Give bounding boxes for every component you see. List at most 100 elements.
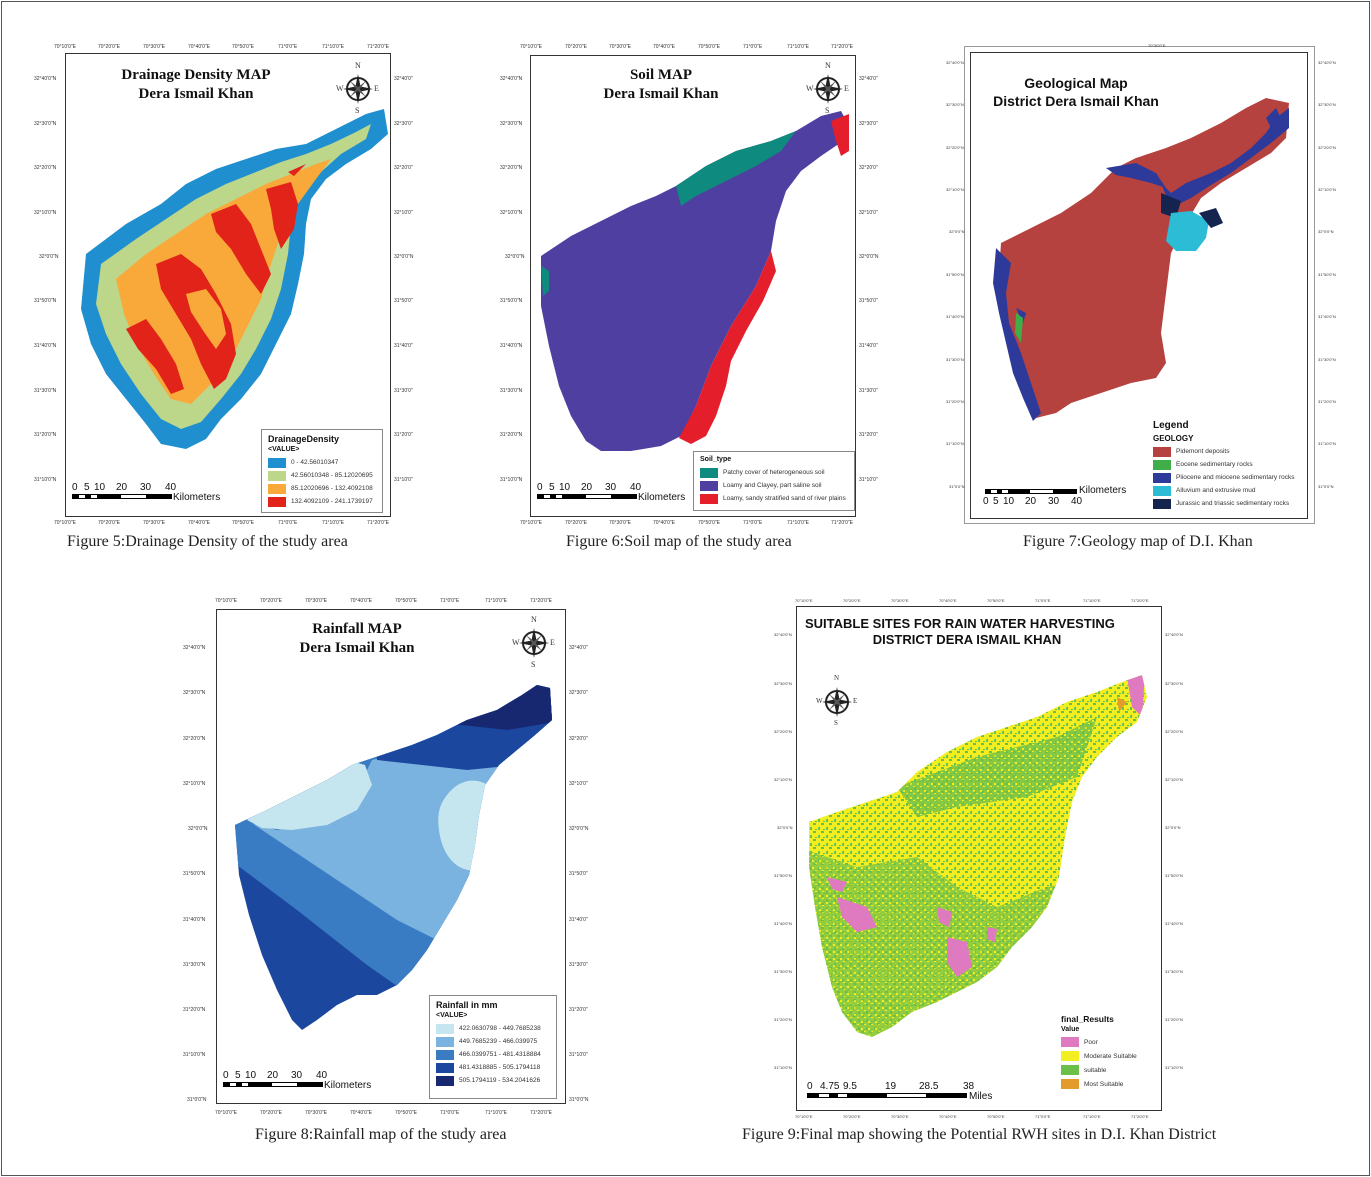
legend-item: Eocene sedimentary rocks [1153, 458, 1305, 471]
lat-tick: 32°40'0"N [946, 60, 964, 65]
scale-label: 10 [559, 482, 571, 493]
lat-tick: 32°40'0" [394, 76, 413, 82]
lat-tick: 32°0'0"N [505, 254, 525, 260]
map-title-line2: Dera Ismail Khan [299, 639, 415, 656]
lat-tick: 32°20'0" [859, 165, 878, 171]
scale-label: 20 [116, 482, 128, 493]
legend-swatch [268, 457, 286, 468]
lon-tick: 71°20'0"E [367, 44, 389, 50]
legend-swatch [1061, 1051, 1079, 1061]
map-legend: final_Results Value Poor Moderate Suitab… [1057, 1012, 1161, 1108]
scale-unit: Kilometers [324, 1080, 372, 1091]
legend-swatch [268, 483, 286, 494]
legend-title: Soil_type [700, 456, 732, 463]
scale-label: 0 [983, 496, 989, 507]
lat-tick: 32°20'0"N [774, 729, 792, 734]
compass-e: E [550, 638, 555, 647]
map-title: Rainfall MAP Dera Ismail Khan [277, 620, 437, 658]
scale-label: 40 [1071, 496, 1083, 507]
legend-swatch [268, 496, 286, 507]
lat-tick: 31°50'0" [394, 298, 413, 304]
lon-tick: 70°40'0"E [350, 1110, 372, 1116]
compass-n: N [834, 674, 840, 682]
lon-tick: 70°30'0"E [143, 520, 165, 526]
scale-label: 10 [1003, 496, 1015, 507]
lon-tick: 71°0'0"E [1035, 598, 1051, 603]
lat-tick: 32°10'0"N [946, 187, 964, 192]
lat-tick: 31°20'0"N [500, 432, 523, 438]
legend-item: 132.4092109 - 241.1739197 [268, 495, 376, 508]
lat-tick: 32°40'0"N [183, 645, 206, 651]
lat-tick: 32°40'0" [569, 645, 588, 651]
lat-tick: 31°30'0" [569, 962, 588, 968]
lon-tick: 70°50'0"E [698, 44, 720, 50]
legend-item: 505.1794119 - 534.2041626 [436, 1074, 550, 1087]
lon-tick: 70°10'0"E [215, 1110, 237, 1116]
lon-tick: 71°0'0"E [440, 1110, 460, 1116]
lon-tick: 71°10'0"E [485, 598, 507, 604]
lat-tick: 32°10'0" [859, 210, 878, 216]
legend-title: final_Results [1061, 1014, 1114, 1024]
map-frame: SUITABLE SITES FOR RAIN WATER HARVESTING… [796, 606, 1162, 1111]
map-title-line2: Dera Ismail Khan [603, 85, 719, 102]
legend-swatch [436, 1062, 454, 1073]
lat-tick: 31°10'0"N [183, 1052, 206, 1058]
map-title-line2: DISTRICT DERA ISMAIL KHAN [872, 632, 1062, 648]
map-title: Geological Map District Dera Ismail Khan [981, 75, 1171, 110]
scale-label: 20 [267, 1070, 279, 1081]
map-title: SUITABLE SITES FOR RAIN WATER HARVESTING… [802, 616, 1132, 649]
lat-tick: 31°30'0"N [1165, 969, 1183, 974]
lat-tick: 32°10'0"N [1165, 777, 1183, 782]
lat-tick: 32°40'0"N [34, 76, 57, 82]
legend-item: 85.12020696 - 132.4092108 [268, 482, 376, 495]
lat-tick: 32°30'0"N [1318, 102, 1336, 107]
map-title: Soil MAP Dera Ismail Khan [581, 66, 741, 104]
compass-e: E [374, 84, 379, 93]
scale-label: 30 [1048, 496, 1060, 507]
lon-tick: 70°20'0"E [565, 44, 587, 50]
lat-tick: 31°40'0"N [946, 314, 964, 319]
compass-e: E [853, 697, 858, 705]
lat-tick: 32°10'0"N [774, 777, 792, 782]
legend-label: 449.7685239 - 466.039975 [459, 1038, 538, 1045]
map-title-line1: Drainage Density MAP [121, 67, 271, 83]
figure-caption: Figure 5:Drainage Density of the study a… [67, 533, 348, 550]
lat-tick: 31°20'0" [394, 432, 413, 438]
lon-tick: 70°40'0"E [188, 44, 210, 50]
compass-rose-icon [822, 687, 852, 717]
lat-tick: 32°40'0"N [1318, 60, 1336, 65]
lon-tick: 71°0'0"E [440, 598, 460, 604]
lon-tick: 70°10'0"E [520, 520, 542, 526]
figure-caption: Figure 8:Rainfall map of the study area [255, 1126, 507, 1143]
figure-caption: Figure 9:Final map showing the Potential… [742, 1126, 1217, 1143]
soil-region [541, 111, 849, 451]
legend-item: Pidemont deposits [1153, 445, 1305, 458]
lat-tick: 32°30'0"N [1165, 681, 1183, 686]
lat-tick: 31°10'0" [569, 1052, 588, 1058]
legend-title: Legend [1153, 420, 1189, 431]
compass-rose-icon [519, 628, 549, 658]
scale-bar: 0 4.75 9.5 19 28.5 38 Miles [807, 1081, 1007, 1102]
lon-tick: 70°40'0"E [939, 1114, 957, 1119]
legend-label: 422.0630798 - 449.7685238 [459, 1025, 541, 1032]
legend-swatch [700, 467, 718, 478]
compass-n: N [825, 61, 831, 70]
lon-tick: 70°20'0"E [98, 44, 120, 50]
lon-tick: 70°10'0"E [795, 598, 813, 603]
legend-label: Loamy and Clayey, part saline soil [723, 482, 822, 489]
lat-tick: 32°0'0"N [39, 254, 59, 260]
lon-tick: 70°40'0"E [188, 520, 210, 526]
lat-tick: 32°30'0"N [946, 102, 964, 107]
outer-frame [964, 46, 1315, 524]
legend-item: Alluvium and extrusive mud [1153, 484, 1305, 497]
lat-tick: 31°50'0"N [946, 272, 964, 277]
lat-tick: 31°30'0"N [183, 962, 206, 968]
scale-label: 0 [72, 482, 78, 493]
lat-tick: 32°40'0"N [500, 76, 523, 82]
lon-tick: 71°0'0"E [278, 520, 298, 526]
lon-tick: 71°10'0"E [1083, 1114, 1101, 1119]
lon-tick: 70°30'0"E [609, 520, 631, 526]
lat-tick: 31°0'0"N [949, 484, 965, 489]
lon-tick: 70°10'0"E [54, 44, 76, 50]
lon-tick: 70°30'0"E [305, 598, 327, 604]
